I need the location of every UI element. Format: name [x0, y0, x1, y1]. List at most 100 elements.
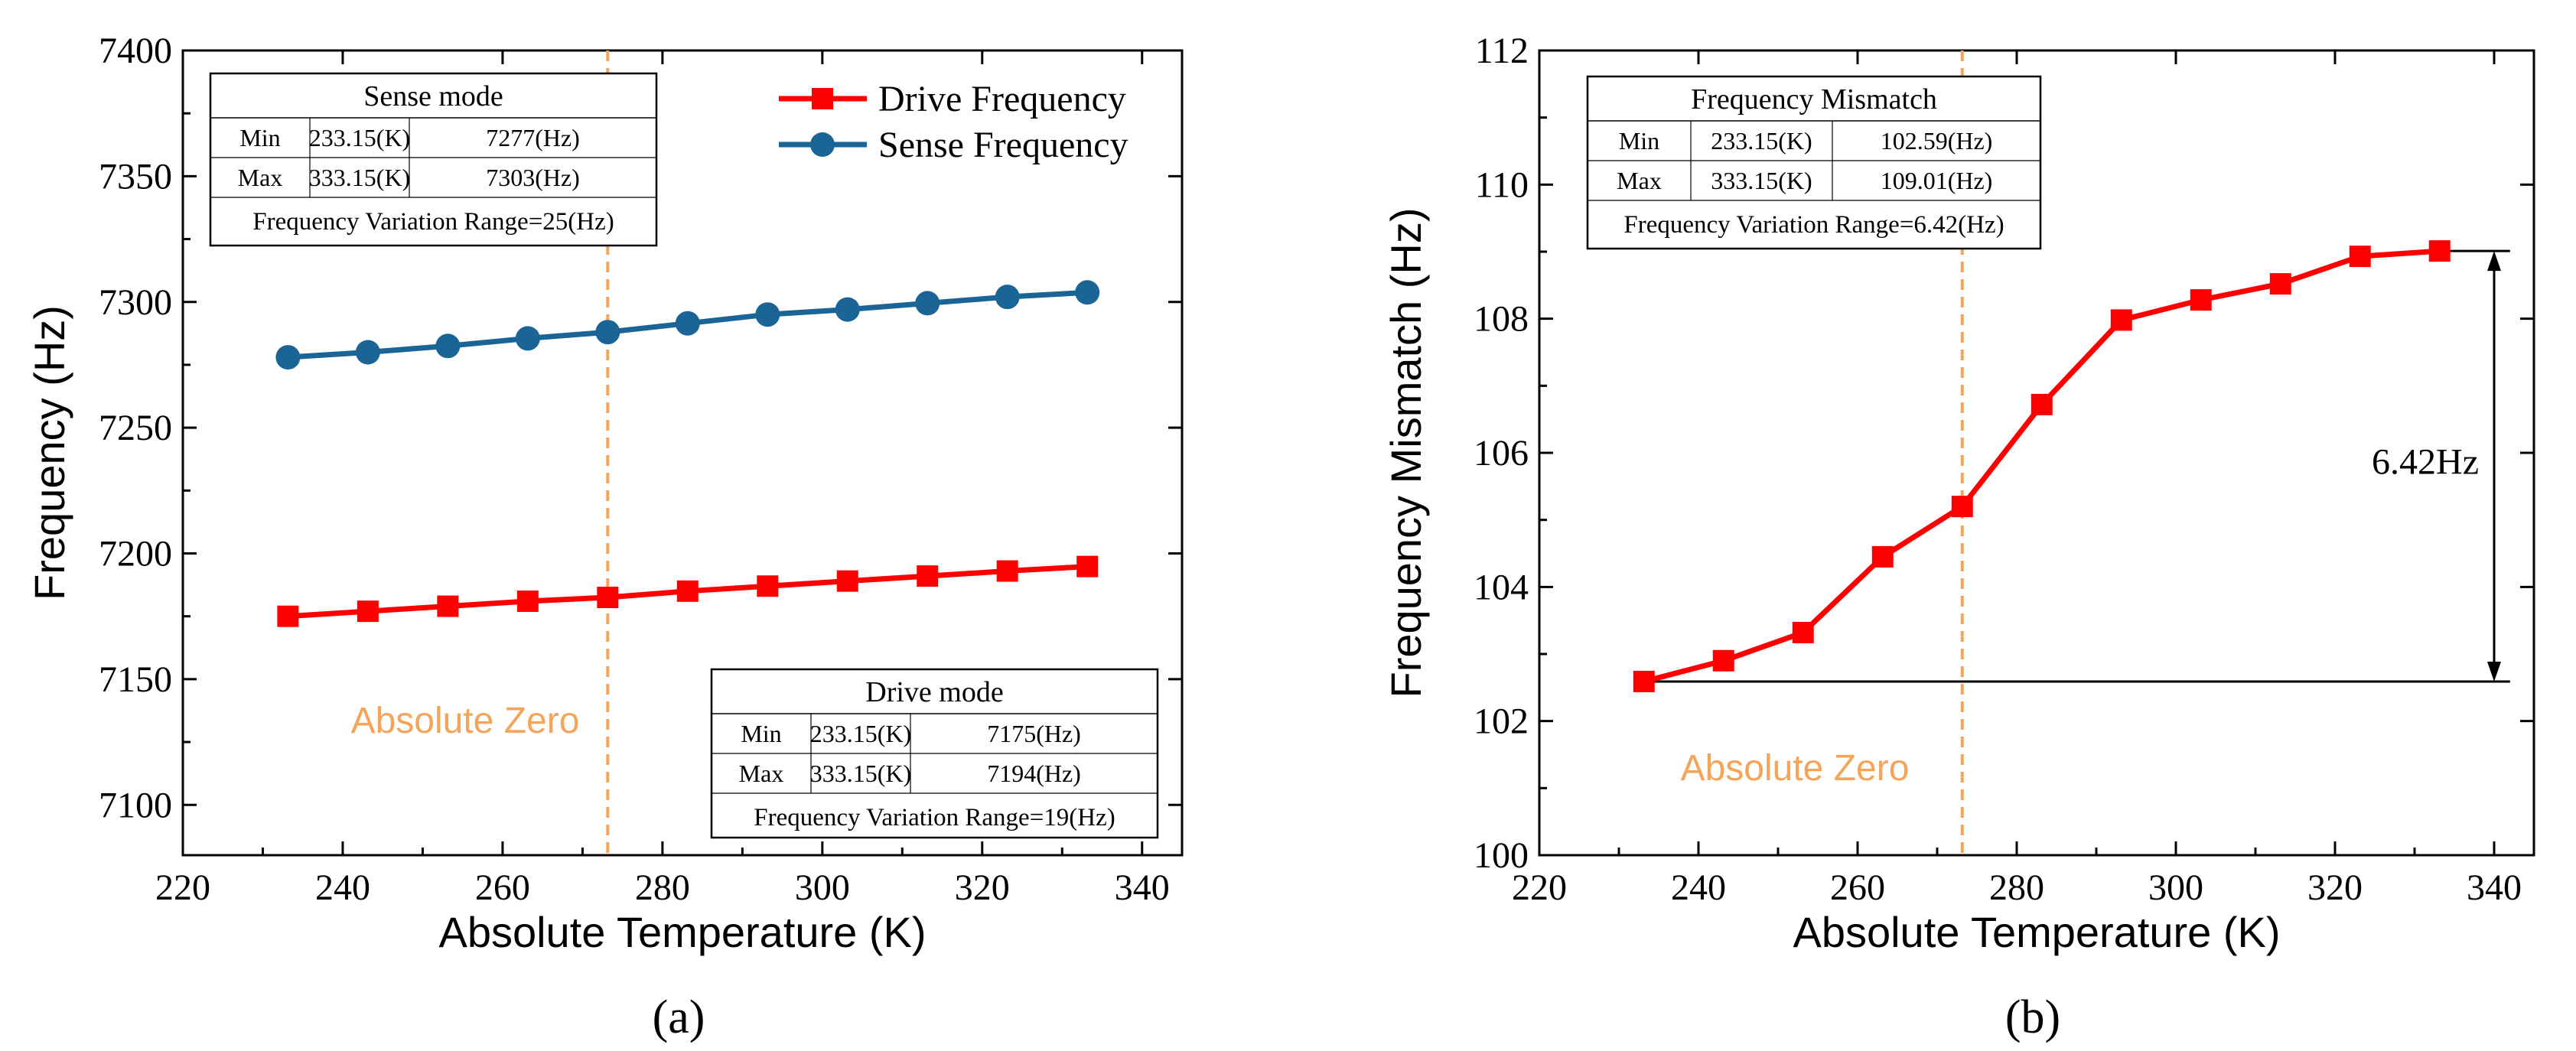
panel-caption: (a)	[653, 991, 705, 1043]
data-point	[516, 590, 539, 612]
y-tick-label: 110	[1475, 164, 1529, 205]
data-point	[597, 587, 619, 609]
table-cell: Max	[1617, 167, 1662, 194]
x-tick-label: 320	[955, 867, 1010, 908]
legend-label: Sense Frequency	[878, 125, 1128, 165]
legend-marker	[812, 88, 833, 109]
data-point	[277, 605, 299, 627]
y-tick-label: 106	[1474, 433, 1529, 473]
table-cell: 102.59(Hz)	[1881, 127, 1993, 155]
legend-marker	[810, 132, 835, 157]
data-point	[2269, 273, 2291, 295]
table-cell: Min	[741, 720, 781, 747]
y-tick-label: 7150	[99, 659, 172, 700]
table-cell: Min	[239, 124, 280, 151]
info-table-1: Sense mode Min 233.15(K) 7277(Hz) Max 333.15(…	[209, 72, 658, 247]
x-tick-label: 300	[795, 867, 850, 908]
data-point	[917, 565, 939, 587]
x-tick-label: 220	[1512, 867, 1567, 908]
table-border	[1586, 75, 2042, 250]
table-cell: 333.15(K)	[810, 760, 911, 787]
x-tick-label: 300	[2148, 867, 2203, 908]
data-point	[2190, 289, 2212, 311]
data-point	[1712, 649, 1734, 672]
info-table-2: Drive mode Min 233.15(K) 7175(Hz) Max 333.15(…	[710, 668, 1159, 839]
data-point	[1633, 670, 1655, 692]
x-tick-label: 220	[155, 867, 210, 908]
data-point	[437, 595, 459, 617]
absolute-zero-label: Absolute Zero	[1681, 748, 1910, 789]
data-point	[676, 580, 699, 602]
y-tick-label: 7100	[99, 785, 172, 825]
data-point	[836, 570, 858, 592]
y-tick-label: 7250	[99, 408, 172, 448]
data-point	[357, 600, 379, 623]
table-cell: 109.01(Hz)	[1881, 167, 1993, 194]
x-tick-label: 240	[315, 867, 370, 908]
table-title: Sense mode	[363, 80, 503, 112]
table-cell: 7194(Hz)	[987, 760, 1081, 787]
panel-caption: (b)	[2005, 991, 2060, 1043]
data-point	[2031, 393, 2053, 415]
plot-frame	[181, 49, 1184, 857]
data-point	[995, 285, 1020, 310]
chart-panel-b: 220 240 260 280 300 320 340 100 102 104 106 108 110 1…	[1382, 31, 2535, 1043]
data-point	[915, 291, 940, 316]
data-point	[755, 302, 780, 327]
data-point	[1076, 555, 1099, 578]
table-title: Frequency Mismatch	[1691, 83, 1937, 116]
data-point	[1871, 545, 1894, 568]
table-cell: 7277(Hz)	[486, 124, 580, 151]
y-tick-label: 7300	[99, 282, 172, 323]
data-point	[435, 334, 461, 359]
table-title: Drive mode	[865, 676, 1003, 708]
table-cell: Max	[238, 164, 283, 191]
table-cell: 333.15(K)	[309, 164, 410, 191]
table-cell: Max	[739, 760, 784, 787]
y-tick-label: 104	[1474, 567, 1529, 607]
table-cell: 7175(Hz)	[987, 720, 1081, 747]
data-point	[757, 575, 779, 597]
y-tick-label: 7400	[99, 31, 172, 71]
table-footer: Frequency Variation Range=19(Hz)	[754, 804, 1115, 831]
annotation-arrow-head-up	[2487, 251, 2501, 272]
absolute-zero-label: Absolute Zero	[351, 701, 580, 741]
data-point	[2428, 240, 2451, 262]
table-cell: 233.15(K)	[1711, 127, 1812, 155]
legend-label: Drive Frequency	[878, 79, 1126, 119]
data-point	[275, 345, 301, 370]
data-point	[996, 560, 1018, 582]
table-cell: 333.15(K)	[1711, 167, 1812, 194]
y-tick-label: 108	[1474, 299, 1529, 340]
x-tick-label: 260	[475, 867, 530, 908]
data-point	[675, 311, 700, 336]
table-footer: Frequency Variation Range=6.42(Hz)	[1623, 211, 2004, 239]
y-tick-label: 7350	[99, 156, 172, 197]
x-tick-label: 320	[2307, 867, 2363, 908]
annotation-label: 6.42Hz	[2372, 442, 2479, 483]
table-footer: Frequency Variation Range=25(Hz)	[252, 208, 614, 236]
x-tick-label: 260	[1830, 867, 1885, 908]
x-tick-label: 280	[1989, 867, 2044, 908]
y-axis-title: Frequency (Hz)	[25, 305, 73, 600]
x-tick-label: 240	[1671, 867, 1726, 908]
chart-panel-a: 220 240 260 280 300 320 340 7100 7150 7200 7250 730…	[25, 31, 1184, 1043]
y-tick-label: 7200	[99, 534, 172, 574]
table-cell: 233.15(K)	[810, 720, 911, 747]
y-tick-label: 100	[1474, 835, 1529, 876]
data-point	[1075, 280, 1100, 305]
data-point	[835, 297, 860, 322]
data-point	[355, 340, 380, 365]
data-point	[595, 320, 620, 345]
table-cell: 233.15(K)	[309, 124, 410, 151]
data-point	[515, 326, 540, 351]
x-tick-label: 340	[2467, 867, 2522, 908]
info-table-1: Frequency Mismatch Min 233.15(K) 102.59(Hz)…	[1586, 75, 2042, 250]
x-tick-label: 340	[1115, 867, 1170, 908]
y-tick-label: 112	[1475, 31, 1529, 71]
table-cell: 7303(Hz)	[486, 164, 580, 191]
x-tick-label: 280	[635, 867, 690, 908]
x-axis-title: Absolute Temperature (K)	[438, 908, 926, 956]
y-axis-title: Frequency Mismatch (Hz)	[1382, 207, 1430, 698]
